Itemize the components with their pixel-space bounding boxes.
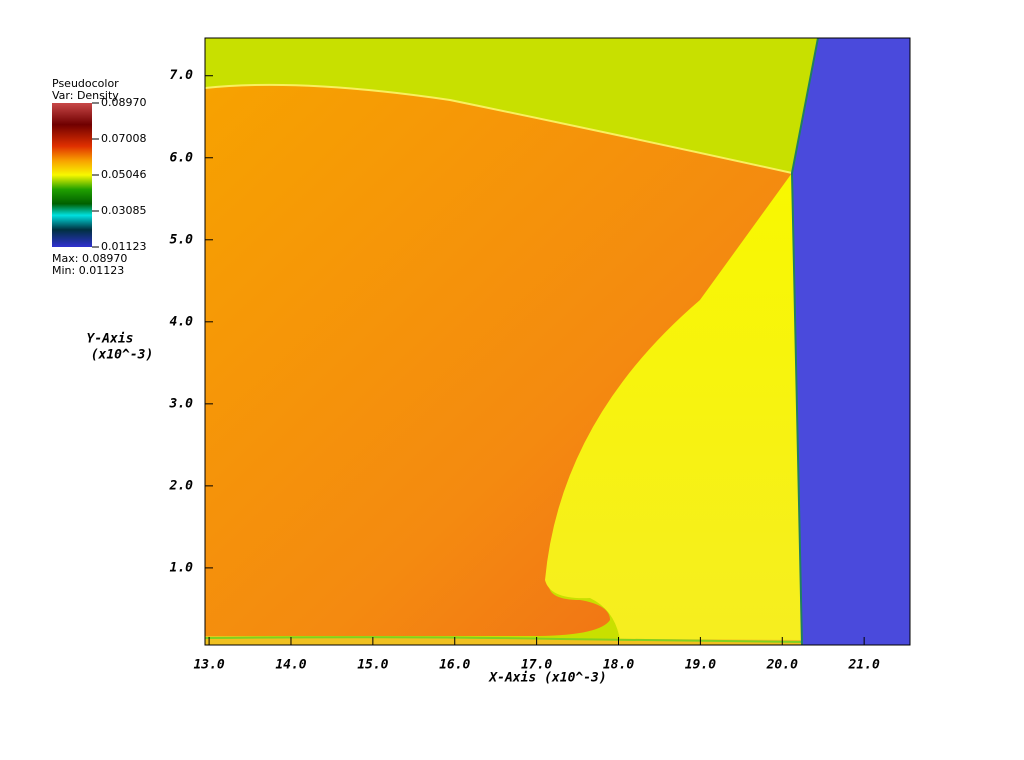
x-tick-label: 14.0	[275, 658, 306, 673]
shock-line	[204, 83, 793, 174]
shock-front	[790, 37, 819, 646]
x-tick-label: 21.0	[847, 658, 879, 673]
x-tick-label: 15.0	[357, 658, 388, 673]
y-tick-label: 3.0	[169, 396, 194, 411]
y-tick-label: 2.0	[169, 478, 194, 493]
y-axis-unit: (x10^-3)	[91, 348, 154, 363]
field-region	[545, 173, 802, 640]
y-tick-label: 7.0	[170, 68, 194, 83]
x-tick-label: 16.0	[439, 658, 470, 673]
x-tick-label: 18.0	[603, 658, 634, 673]
x-tick-label: 17.0	[521, 658, 552, 673]
legend-variable: Var: Density	[52, 89, 119, 102]
x-tick-label: 20.0	[766, 658, 798, 673]
colorbar	[52, 103, 92, 247]
field-region	[205, 636, 802, 645]
boundary-layer	[204, 636, 803, 643]
field-region	[792, 38, 910, 645]
y-tick-label: 4.0	[170, 314, 194, 329]
plot-frame	[204, 37, 911, 646]
y-tick-label: 5.0	[170, 232, 194, 247]
colorbar-tick-label: 0.05046	[101, 168, 147, 181]
x-tick-label: 19.0	[685, 658, 716, 673]
colorbar-tick-label: 0.01123	[101, 240, 147, 253]
y-tick-label: 1.0	[170, 560, 194, 575]
field	[204, 37, 910, 646]
colorbar-tick-label: 0.08970	[101, 96, 147, 109]
legend-title: Pseudocolor	[52, 77, 119, 90]
field-region	[205, 84, 792, 636]
y-axis-title: Y-Axis	[87, 332, 134, 347]
legend-max: Max: 0.08970	[52, 252, 127, 265]
colorbar-tick-label: 0.03085	[101, 204, 147, 217]
legend-min: Min: 0.01123	[52, 264, 124, 277]
x-tick-label: 13.0	[193, 658, 224, 673]
x-axis-title: X-Axis (x10^-3)	[488, 671, 606, 686]
colorbar-tick-label: 0.07008	[101, 132, 147, 145]
y-tick-label: 6.0	[170, 150, 194, 165]
